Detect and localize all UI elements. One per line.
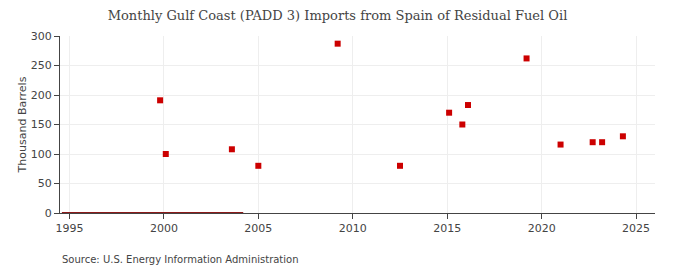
svg-text:200: 200 [31, 89, 52, 102]
svg-text:1995: 1995 [55, 222, 83, 235]
svg-text:2025: 2025 [622, 222, 650, 235]
svg-text:150: 150 [31, 118, 52, 131]
svg-text:2010: 2010 [339, 222, 367, 235]
svg-text:Source: U.S. Energy Informatio: Source: U.S. Energy Information Administ… [62, 254, 299, 265]
svg-text:300: 300 [31, 30, 52, 43]
svg-text:2005: 2005 [244, 222, 272, 235]
svg-text:Monthly Gulf Coast (PADD 3) Im: Monthly Gulf Coast (PADD 3) Imports from… [108, 8, 568, 23]
svg-text:250: 250 [31, 59, 52, 72]
svg-text:100: 100 [31, 148, 52, 161]
svg-text:2000: 2000 [150, 222, 178, 235]
svg-text:50: 50 [38, 177, 52, 190]
svg-text:Thousand Barrels: Thousand Barrels [16, 76, 29, 173]
svg-text:2020: 2020 [528, 222, 556, 235]
svg-text:0: 0 [45, 207, 52, 220]
svg-text:2015: 2015 [433, 222, 461, 235]
